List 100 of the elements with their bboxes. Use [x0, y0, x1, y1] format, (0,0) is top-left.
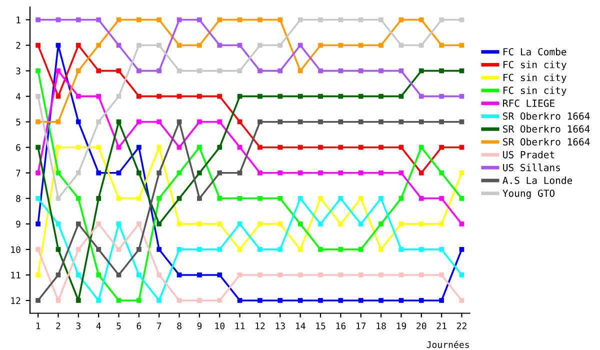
point [398, 298, 404, 303]
legend-label: FC sin city [504, 86, 566, 96]
y-tick-label: 10 [11, 246, 20, 254]
point [156, 144, 162, 150]
point [217, 42, 222, 48]
point [418, 119, 424, 124]
point [176, 144, 182, 150]
point [56, 119, 61, 124]
point [116, 17, 122, 22]
point [318, 298, 323, 303]
point [56, 272, 61, 278]
point [56, 68, 61, 74]
point [459, 94, 464, 99]
point [459, 68, 464, 74]
legend-label: FC sin city [504, 74, 566, 84]
point [318, 170, 323, 176]
point [318, 94, 323, 99]
point [116, 247, 122, 252]
x-tick-label: 21 [436, 322, 446, 330]
point [136, 247, 142, 252]
point [358, 221, 364, 226]
point [358, 298, 364, 303]
point [378, 17, 384, 22]
point [398, 196, 404, 201]
point [76, 170, 81, 176]
point [96, 94, 102, 99]
point [116, 68, 122, 74]
point [96, 68, 102, 74]
point [418, 144, 424, 150]
legend-label: SR Oberkro 1664 [503, 112, 590, 120]
point [318, 17, 323, 22]
point [56, 94, 61, 99]
point [176, 247, 182, 252]
point [318, 42, 323, 48]
point [56, 298, 61, 303]
point [116, 119, 122, 124]
point [156, 94, 162, 99]
point [318, 247, 323, 252]
point [378, 247, 384, 252]
point [298, 221, 303, 226]
point [398, 17, 404, 22]
point [378, 42, 384, 48]
point [176, 42, 182, 48]
point [197, 221, 202, 226]
point [76, 144, 81, 150]
x-tick-label: 10 [215, 322, 224, 330]
point [439, 144, 444, 150]
point [237, 272, 242, 278]
x-tick-label: 11 [235, 322, 245, 330]
point [439, 221, 444, 226]
x-tick-label: 9 [197, 322, 202, 330]
x-tick-label: 1 [36, 322, 40, 330]
point [439, 196, 444, 201]
y-tick-label: 11 [11, 272, 20, 278]
point [298, 272, 303, 278]
point [378, 298, 384, 303]
point [298, 68, 303, 74]
point [76, 298, 81, 303]
point [176, 196, 182, 201]
point [439, 94, 444, 99]
y-tick-label: 6 [16, 144, 20, 151]
point [237, 298, 242, 303]
point [358, 68, 364, 74]
point [258, 68, 262, 74]
point [258, 221, 262, 226]
point [338, 42, 344, 48]
point [156, 298, 162, 303]
point [56, 17, 61, 22]
point [278, 68, 283, 74]
point [439, 42, 444, 48]
point [96, 196, 102, 201]
y-tick-label: 5 [16, 118, 20, 126]
point [217, 272, 222, 278]
point [116, 42, 122, 48]
point [56, 247, 61, 252]
point [358, 196, 364, 201]
point [459, 144, 464, 150]
point [96, 17, 102, 22]
point [338, 272, 344, 278]
point [36, 298, 40, 303]
point [258, 94, 262, 99]
point [237, 94, 242, 99]
point [459, 42, 464, 48]
point [358, 272, 364, 278]
point [197, 68, 202, 74]
point [459, 170, 464, 176]
point [378, 144, 384, 150]
point [258, 170, 262, 176]
point [258, 144, 262, 150]
point [298, 119, 303, 124]
point [217, 298, 222, 303]
point [237, 170, 242, 176]
point [298, 170, 303, 176]
point [318, 68, 323, 74]
point [136, 144, 142, 150]
legend-label: US Sillans [503, 164, 560, 172]
point [136, 221, 142, 226]
point [156, 42, 162, 48]
x-tick-label: 3 [76, 322, 80, 330]
point [358, 94, 364, 99]
